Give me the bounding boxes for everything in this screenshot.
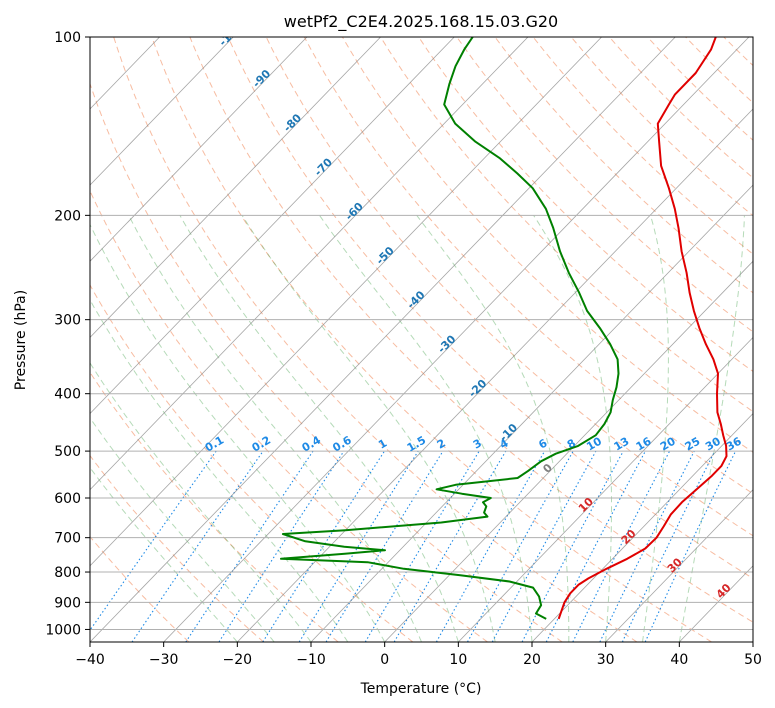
moist-adiabat [678,215,745,642]
moist-adiabat [319,215,533,642]
isotherm-line [605,489,753,642]
isotherm-line [531,412,753,642]
isohume-line [218,450,345,642]
moist-adiabat [241,215,496,642]
x-tick-label: 40 [670,652,688,668]
isotherm-line [458,336,753,642]
x-tick-label: 10 [449,652,467,668]
isotherm-line [163,37,750,642]
x-tick-label: −30 [149,652,179,668]
y-tick-label: 100 [54,30,81,46]
isohume-line [262,450,385,642]
isotherm-line [90,37,529,491]
temperature-line [557,37,728,620]
plot-frame [89,36,754,643]
isohume-line [521,450,624,642]
isohume-line [325,450,444,642]
x-tick-label: 50 [744,652,762,668]
isotherm-label: -100 [216,20,245,49]
isohume-line [185,450,314,642]
isohume-line [572,450,671,642]
axes: −40 −30 −20 −10 0 10 20 30 40 50 100 200 300 400 500 60… [45,30,762,668]
dry-adiabat [494,37,753,294]
dry-adiabat [189,37,753,623]
y-tick-label: 800 [54,565,81,581]
x-tick-label: 0 [380,652,389,668]
x-axis-title: Temperature (°C) [360,681,482,697]
dewpoint-line [280,37,620,620]
isotherm-line [90,37,676,642]
moist-adiabat [90,362,312,642]
y-tick-label: 600 [54,491,81,507]
isohume-line [599,450,695,642]
moist-adiabat [416,215,570,642]
x-tick-label: 20 [523,652,541,668]
y-tick-label: 700 [54,531,81,547]
y-tick-label: 200 [54,208,81,224]
isotherm-line [90,37,381,338]
moist-adiabat [90,298,349,642]
moist-adiabat [179,215,459,642]
x-tick-label: 30 [597,652,615,668]
isotherm-line [90,37,308,262]
isotherm-line [237,108,753,642]
y-tick-label: 500 [54,444,81,460]
dry-adiabat [113,37,638,642]
x-tick-label: −20 [223,652,253,668]
dry-adiabat [90,82,563,642]
x-tick-label: −40 [75,652,105,668]
y-tick-label: 1000 [45,622,81,638]
isotherm-line [384,260,753,642]
y-tick-label: 300 [54,313,81,329]
moist-adiabat [642,215,669,642]
moist-adiabat [90,223,386,642]
dry-adiabat [90,371,339,642]
isohume-line [467,450,574,642]
dry-adiabat [90,454,264,642]
isotherm-line [90,37,455,415]
isotherm-line [90,37,602,567]
isotherm-line [310,184,753,642]
chart-title: wetPf2_C2E4.2025.168.15.03.G20 [284,12,558,32]
x-tick-label: −10 [296,652,326,668]
isohume-line [131,450,264,642]
moist-adiabat [128,215,422,642]
isotherm-line [90,37,234,186]
dry-adiabat [90,189,488,642]
y-axis-title: Pressure (hPa) [13,290,29,390]
moist-adiabat [533,215,612,642]
y-tick-label: 900 [54,595,81,611]
isohume-line [435,450,546,642]
y-tick-label: 400 [54,387,81,403]
isohume-line [90,450,217,632]
